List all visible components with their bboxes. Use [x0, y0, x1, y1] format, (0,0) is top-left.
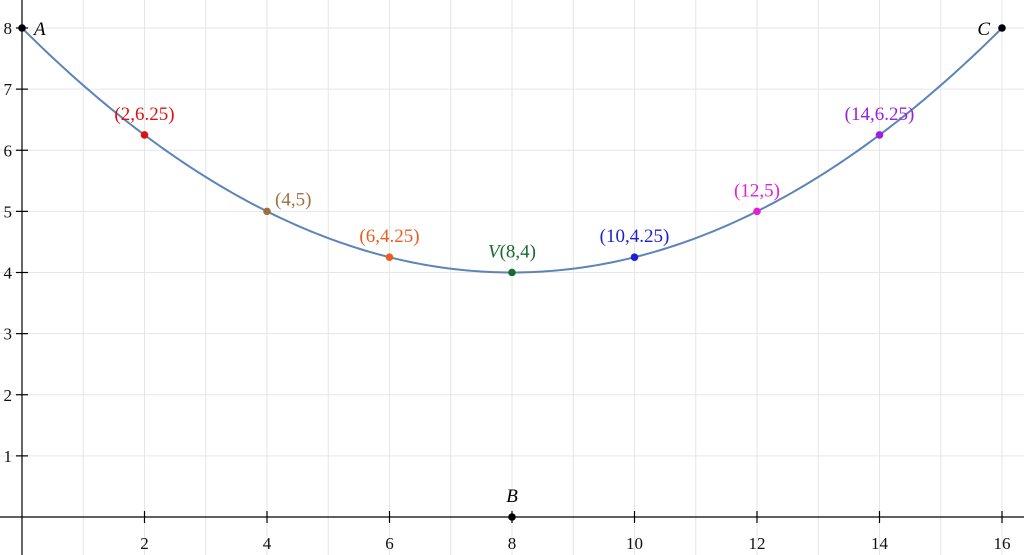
point-label: V(8,4) [488, 242, 536, 263]
point-marker [630, 253, 639, 262]
y-tick-label: 8 [4, 19, 13, 38]
point-label-coords: (8,4) [500, 242, 536, 263]
y-tick-label: 1 [4, 447, 13, 466]
point-label: (6,4.25) [359, 226, 419, 247]
x-tick-label: 16 [994, 534, 1011, 553]
point-label: A [32, 19, 46, 40]
x-tick-label: 4 [263, 534, 272, 553]
point-marker [263, 207, 271, 216]
x-tick-label: 8 [508, 534, 517, 553]
point-marker [753, 207, 761, 216]
point-label: (4,5) [275, 189, 311, 210]
point-marker [508, 268, 516, 277]
y-tick-label: 3 [4, 325, 13, 344]
point-marker [140, 131, 149, 139]
point-label: (12,5) [734, 180, 780, 201]
point-marker [875, 131, 884, 139]
labeled-points: A (2,6.25) (4,5) (6,4.25) V(8,4) (10,4.25) (12… [18, 19, 1006, 521]
point-marker [385, 253, 394, 262]
point-label: (10,4.25) [600, 226, 670, 247]
point-label: (14,6.25) [845, 104, 915, 125]
point-label: (2,6.25) [114, 104, 174, 125]
y-tick-label: 6 [4, 141, 13, 160]
x-tick-label: 6 [385, 534, 394, 553]
point-label: B [506, 486, 518, 507]
y-tick-label: 7 [4, 80, 13, 99]
y-tick-label: 5 [4, 202, 13, 221]
x-tick-label: 14 [871, 534, 889, 553]
x-tick-label: 10 [626, 534, 643, 553]
point-label: C [977, 19, 990, 40]
y-tick-label: 4 [4, 264, 13, 283]
point-label-prefix: V [488, 242, 502, 263]
x-tick-label: 12 [749, 534, 766, 553]
x-tick-label: 2 [140, 534, 149, 553]
y-tick-label: 2 [4, 386, 13, 405]
point-marker [18, 24, 26, 32]
point-marker [508, 513, 516, 521]
point-marker [998, 24, 1006, 32]
